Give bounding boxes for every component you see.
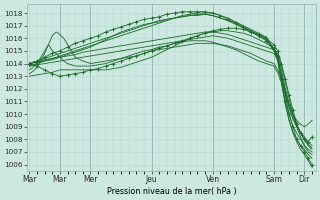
X-axis label: Pression niveau de la mer( hPa ): Pression niveau de la mer( hPa ): [107, 187, 236, 196]
